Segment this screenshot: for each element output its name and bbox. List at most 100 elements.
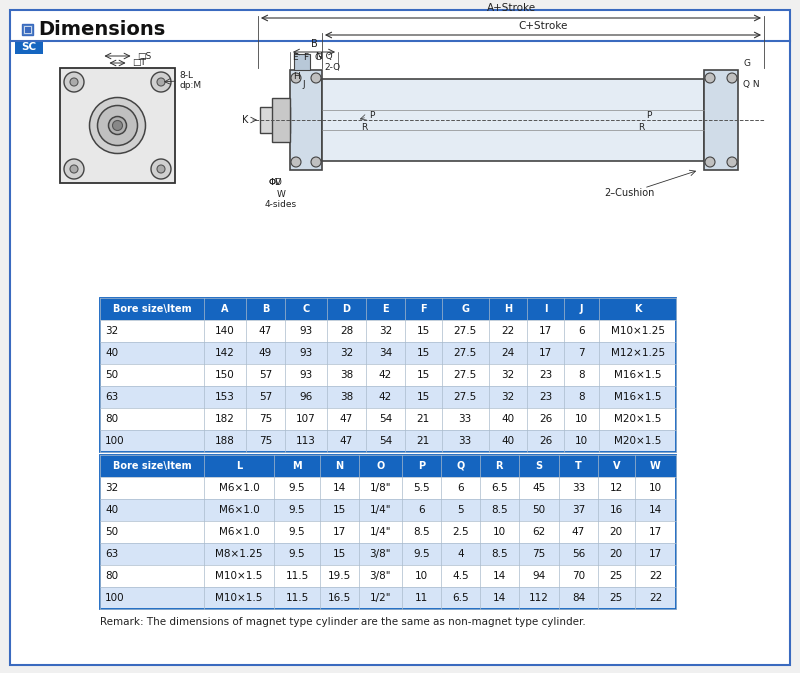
- Text: M10×1.5: M10×1.5: [215, 571, 262, 581]
- Text: 50: 50: [105, 370, 118, 380]
- Text: C+Stroke: C+Stroke: [518, 21, 568, 31]
- FancyBboxPatch shape: [100, 320, 676, 342]
- Text: 24: 24: [502, 348, 514, 358]
- Text: 140: 140: [215, 326, 235, 336]
- Text: 6: 6: [418, 505, 425, 515]
- Text: 57: 57: [259, 370, 272, 380]
- Text: M20×1.5: M20×1.5: [614, 436, 662, 446]
- Circle shape: [64, 72, 84, 92]
- Text: 2-O: 2-O: [324, 63, 340, 71]
- Text: 47: 47: [340, 414, 353, 424]
- Text: 1/4": 1/4": [370, 527, 391, 537]
- Text: 6: 6: [457, 483, 464, 493]
- Text: 23: 23: [539, 392, 553, 402]
- Text: 32: 32: [340, 348, 353, 358]
- Text: 6: 6: [578, 326, 585, 336]
- Text: P: P: [418, 461, 425, 471]
- Circle shape: [151, 72, 171, 92]
- Text: 40: 40: [105, 505, 118, 515]
- Text: 40: 40: [105, 348, 118, 358]
- Text: 150: 150: [215, 370, 235, 380]
- Text: 12: 12: [610, 483, 623, 493]
- Text: 15: 15: [333, 549, 346, 559]
- FancyBboxPatch shape: [100, 543, 676, 565]
- Text: W: W: [277, 190, 286, 199]
- Text: M: M: [292, 461, 302, 471]
- Text: 8.5: 8.5: [414, 527, 430, 537]
- FancyBboxPatch shape: [100, 430, 676, 452]
- Text: 80: 80: [105, 414, 118, 424]
- Text: 94: 94: [532, 571, 546, 581]
- Text: K: K: [242, 115, 248, 125]
- Text: 14: 14: [493, 571, 506, 581]
- Text: 112: 112: [529, 593, 549, 603]
- Text: 100: 100: [105, 436, 125, 446]
- Text: 113: 113: [296, 436, 316, 446]
- FancyBboxPatch shape: [100, 565, 676, 587]
- FancyBboxPatch shape: [100, 386, 676, 408]
- Text: 93: 93: [299, 370, 313, 380]
- Text: C: C: [302, 304, 310, 314]
- Text: R: R: [495, 461, 503, 471]
- Circle shape: [291, 157, 301, 167]
- Text: 37: 37: [572, 505, 585, 515]
- Text: 63: 63: [105, 392, 118, 402]
- FancyBboxPatch shape: [100, 298, 676, 320]
- Text: 42: 42: [378, 392, 392, 402]
- Text: E: E: [292, 53, 298, 62]
- Text: 153: 153: [215, 392, 235, 402]
- Circle shape: [157, 78, 165, 86]
- Text: 49: 49: [259, 348, 272, 358]
- Text: 93: 93: [299, 348, 313, 358]
- Text: 15: 15: [417, 392, 430, 402]
- Text: 50: 50: [532, 505, 546, 515]
- Text: 17: 17: [539, 326, 553, 336]
- Text: M10×1.5: M10×1.5: [215, 593, 262, 603]
- Text: 20: 20: [610, 549, 622, 559]
- Text: 100: 100: [105, 593, 125, 603]
- Text: 27.5: 27.5: [454, 348, 477, 358]
- Text: S: S: [535, 461, 542, 471]
- Text: 11: 11: [415, 593, 428, 603]
- Text: A+Stroke: A+Stroke: [486, 3, 535, 13]
- Text: D: D: [342, 304, 350, 314]
- Text: 25: 25: [610, 571, 623, 581]
- FancyBboxPatch shape: [100, 521, 676, 543]
- Text: K: K: [634, 304, 642, 314]
- Circle shape: [98, 106, 138, 145]
- Text: M16×1.5: M16×1.5: [614, 370, 662, 380]
- Text: H: H: [293, 72, 299, 81]
- Text: G: G: [314, 53, 322, 62]
- Text: B: B: [310, 39, 318, 49]
- Text: 19.5: 19.5: [327, 571, 351, 581]
- Text: 45: 45: [532, 483, 546, 493]
- Text: 17: 17: [649, 549, 662, 559]
- Text: H: H: [504, 304, 512, 314]
- Text: 84: 84: [572, 593, 585, 603]
- Text: E: E: [382, 304, 389, 314]
- Text: 5.5: 5.5: [414, 483, 430, 493]
- Text: 75: 75: [259, 436, 272, 446]
- FancyBboxPatch shape: [100, 342, 676, 364]
- Text: A: A: [222, 304, 229, 314]
- Text: 33: 33: [572, 483, 585, 493]
- Text: 50: 50: [105, 527, 118, 537]
- Text: 4: 4: [457, 549, 464, 559]
- Text: M6×1.0: M6×1.0: [218, 527, 259, 537]
- FancyBboxPatch shape: [15, 41, 43, 54]
- Text: 40: 40: [502, 436, 514, 446]
- Text: 11.5: 11.5: [286, 593, 309, 603]
- Text: □T: □T: [133, 59, 146, 67]
- Text: 93: 93: [299, 326, 313, 336]
- Text: 182: 182: [215, 414, 235, 424]
- Text: 63: 63: [105, 549, 118, 559]
- Text: 3/8": 3/8": [370, 571, 391, 581]
- Circle shape: [113, 120, 122, 131]
- Text: 5: 5: [457, 505, 464, 515]
- FancyBboxPatch shape: [260, 107, 290, 133]
- Text: 75: 75: [259, 414, 272, 424]
- Text: 57: 57: [259, 392, 272, 402]
- Text: 188: 188: [215, 436, 235, 446]
- Text: 33: 33: [458, 414, 472, 424]
- Text: W: W: [650, 461, 661, 471]
